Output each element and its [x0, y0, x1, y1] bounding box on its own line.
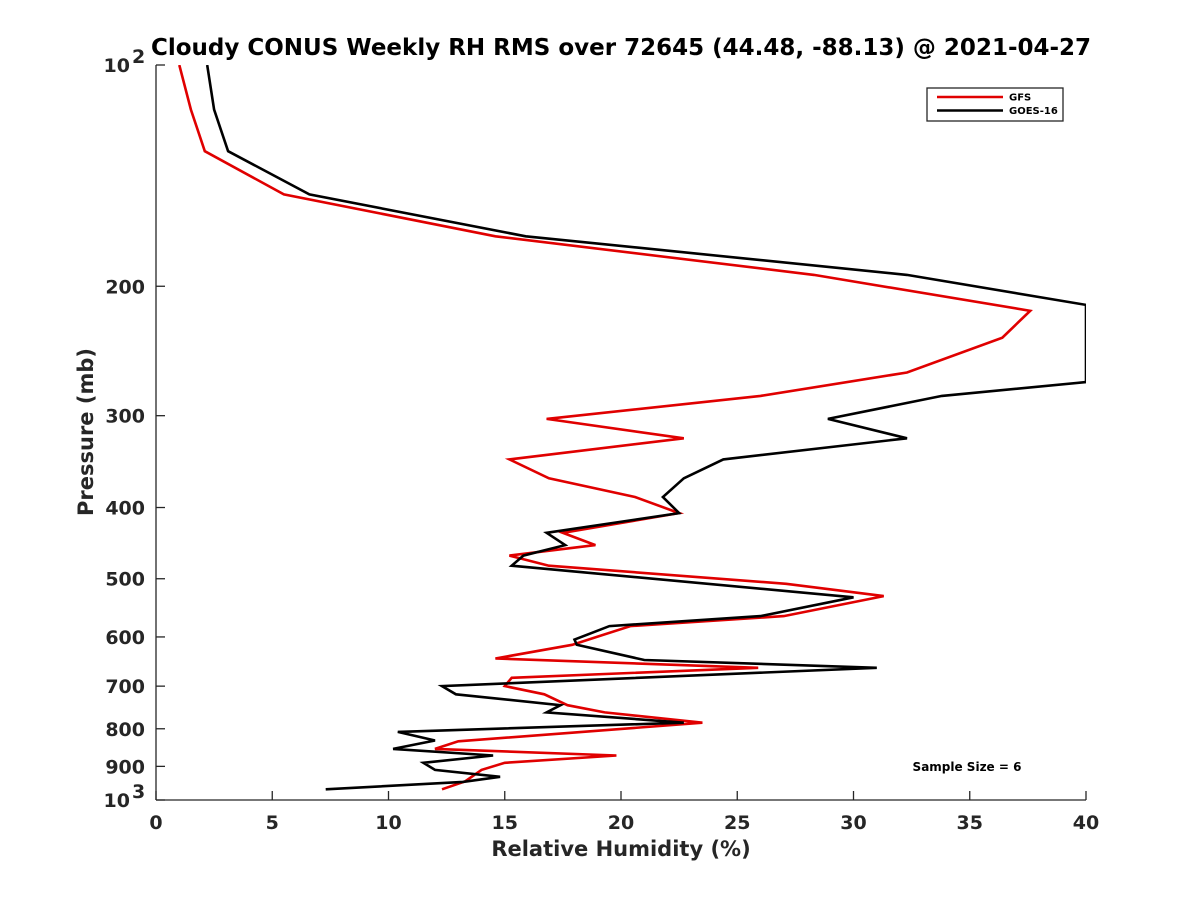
y-tick-label: 900 [105, 756, 145, 778]
series-line-goes-16 [205, 65, 1086, 791]
x-tick-label: 5 [266, 812, 279, 834]
x-tick-label: 0 [149, 812, 162, 834]
x-tick-label: 15 [492, 812, 518, 834]
x-tick-label: 30 [840, 812, 866, 834]
x-tick-label: 20 [608, 812, 634, 834]
y-tick-label-exponent: 3 [132, 781, 145, 803]
x-tick-label: 35 [957, 812, 983, 834]
legend: GFS GOES-16 [926, 87, 1064, 122]
x-axis-label: Relative Humidity (%) [491, 837, 750, 861]
sample-size-annotation: Sample Size = 6 [913, 760, 1022, 774]
legend-box [926, 87, 1064, 122]
y-tick-label-exponent: 2 [132, 46, 145, 68]
y-tick-label: 10 [104, 790, 130, 812]
x-tick-label: 25 [724, 812, 750, 834]
y-tick-label: 200 [105, 276, 145, 298]
y-axis-label: Pressure (mb) [74, 348, 98, 516]
legend-label-goes-16: GOES-16 [1009, 106, 1058, 117]
legend-label-gfs: GFS [1009, 93, 1031, 104]
y-tick-label: 600 [105, 627, 145, 649]
y-tick-label: 700 [105, 676, 145, 698]
plot-area [178, 65, 1086, 791]
y-tick-label: 300 [105, 406, 145, 428]
series-line-gfs [178, 65, 1033, 791]
y-tick-label: 500 [105, 569, 145, 591]
y-tick-label: 400 [105, 498, 145, 520]
x-tick-label: 40 [1073, 812, 1099, 834]
chart-title: Cloudy CONUS Weekly RH RMS over 72645 (4… [151, 35, 1091, 61]
y-tick-label: 10 [104, 55, 130, 77]
y-tick-label: 800 [105, 719, 145, 741]
series-lines [178, 65, 1086, 791]
x-tick-label: 10 [375, 812, 401, 834]
